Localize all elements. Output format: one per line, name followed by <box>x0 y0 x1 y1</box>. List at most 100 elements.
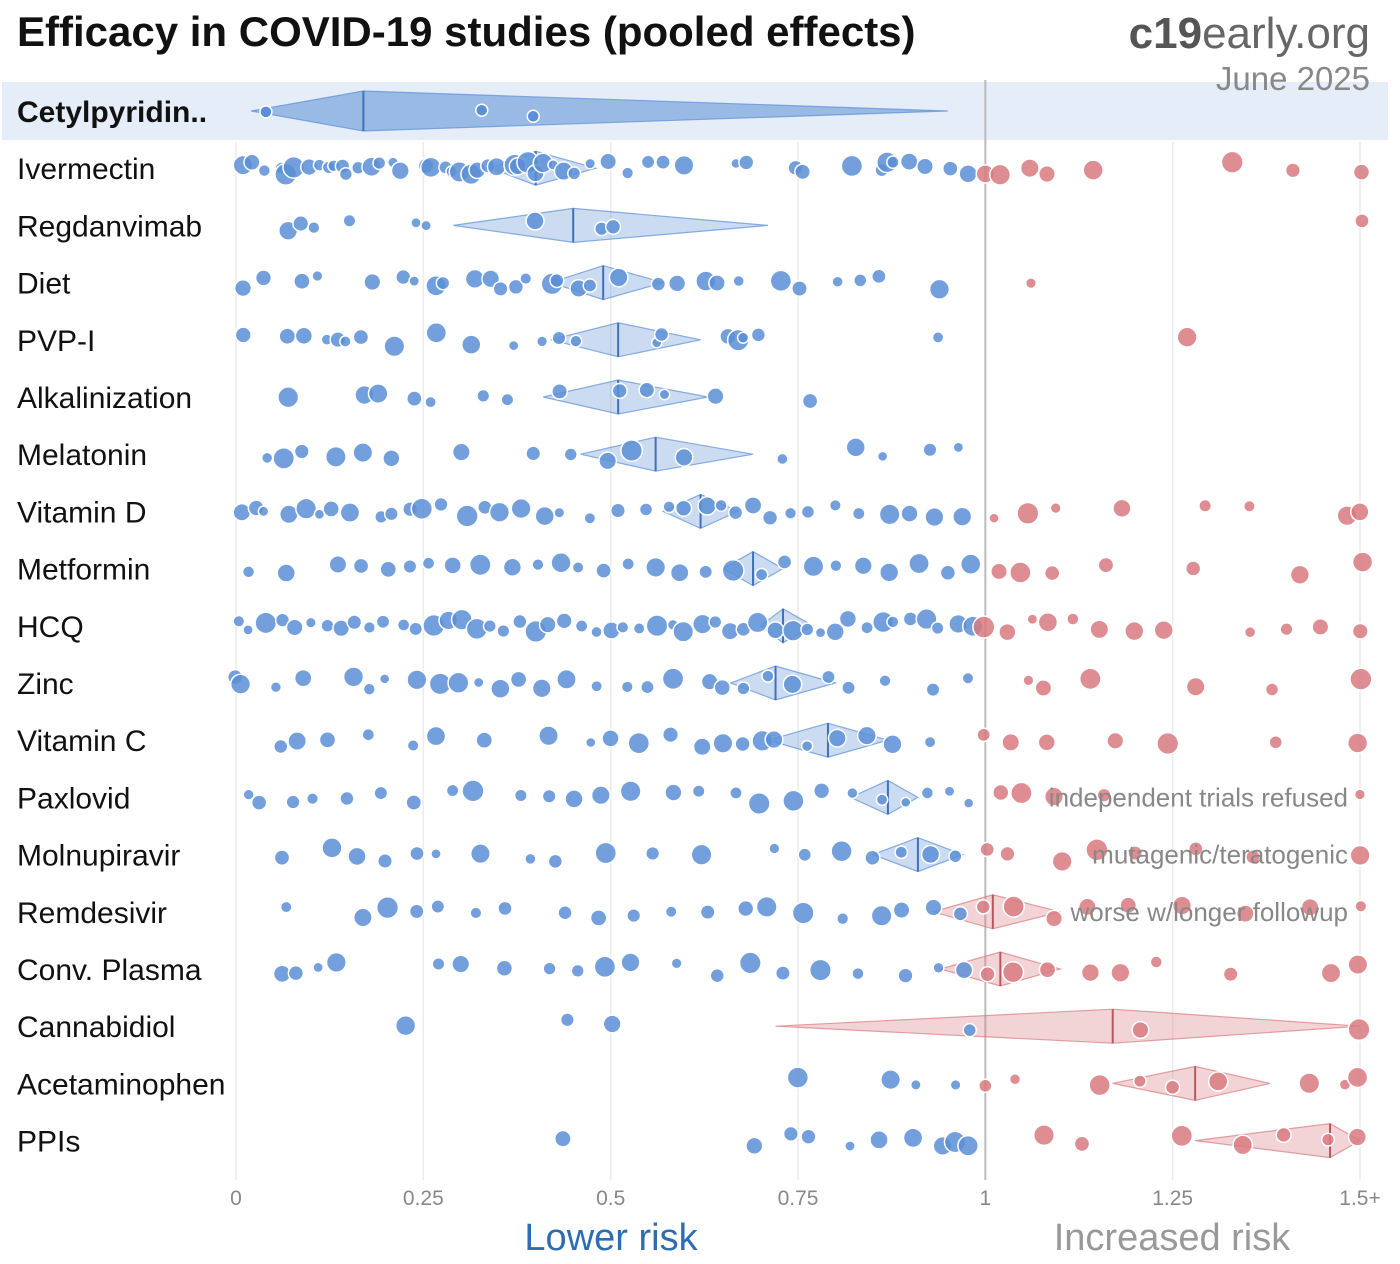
study-point <box>513 788 528 803</box>
study-point <box>755 895 778 918</box>
study-point <box>320 618 335 633</box>
study-point <box>876 450 889 463</box>
pooled-ci-diamond <box>930 894 1061 930</box>
study-point <box>242 788 255 801</box>
row-label: Ivermectin <box>17 153 155 186</box>
pooled-ci-diamond <box>250 90 948 132</box>
study-point <box>375 614 391 630</box>
study-point <box>769 269 793 293</box>
study-point <box>1119 896 1138 915</box>
study-point <box>988 512 1000 524</box>
study-point <box>1222 966 1239 983</box>
study-point <box>410 216 422 229</box>
study-point <box>662 500 676 514</box>
study-point <box>736 681 751 696</box>
pooled-ci-diamond <box>548 264 666 301</box>
study-point <box>860 620 874 635</box>
study-point <box>1351 551 1374 573</box>
study-point <box>783 506 798 520</box>
row-pvp-i: PVP-I <box>17 322 1198 358</box>
study-point <box>869 1130 889 1150</box>
grid-lines <box>235 80 1361 1180</box>
study-point <box>999 845 1016 863</box>
study-point <box>952 906 969 922</box>
study-point <box>661 726 680 744</box>
lower-risk-label: Lower risk <box>524 1217 698 1259</box>
study-point <box>620 439 644 463</box>
study-point <box>998 622 1017 642</box>
study-point <box>551 330 567 346</box>
study-point <box>669 562 690 583</box>
study-point <box>425 322 448 344</box>
study-point <box>690 843 713 866</box>
study-point <box>667 274 687 293</box>
study-point <box>259 105 273 119</box>
study-point <box>830 840 853 863</box>
study-point <box>672 620 695 643</box>
study-point <box>761 509 779 526</box>
study-point <box>924 507 945 528</box>
study-point <box>1289 564 1311 585</box>
study-point <box>959 553 982 575</box>
study-point <box>294 326 314 346</box>
study-point <box>958 164 978 184</box>
study-point <box>269 681 283 694</box>
study-point <box>782 789 805 813</box>
study-point <box>1082 159 1104 181</box>
study-point <box>367 383 389 404</box>
study-point <box>486 156 507 177</box>
row-hcq: HCQ <box>17 608 1369 644</box>
study-point <box>841 680 856 696</box>
study-point <box>846 786 859 800</box>
study-point <box>424 395 437 409</box>
study-point <box>645 845 661 862</box>
study-point <box>402 559 418 575</box>
study-point <box>1085 838 1109 862</box>
study-point <box>241 565 256 579</box>
study-point <box>242 623 254 636</box>
study-point <box>601 729 620 748</box>
study-point <box>1245 849 1261 865</box>
row-ivermectin: Ivermectin <box>17 150 1371 186</box>
study-point <box>304 616 317 629</box>
study-point <box>538 615 557 634</box>
study-point <box>285 618 304 637</box>
study-point <box>526 109 540 124</box>
pooled-ci-diamond <box>543 379 709 415</box>
study-point <box>430 847 442 860</box>
study-point <box>1353 788 1367 801</box>
study-point <box>1026 613 1039 626</box>
study-point <box>621 166 635 180</box>
study-point <box>1009 561 1032 584</box>
study-point <box>1001 732 1021 752</box>
study-point <box>989 163 1012 186</box>
study-point <box>538 725 559 747</box>
brand-logo[interactable]: c19early.org <box>1129 9 1370 58</box>
study-point <box>557 905 573 921</box>
study-point <box>293 443 310 460</box>
study-point <box>1264 682 1280 697</box>
study-point <box>609 502 626 519</box>
study-point <box>604 218 622 235</box>
study-point <box>1153 619 1174 641</box>
study-point <box>1351 622 1369 640</box>
study-point <box>627 731 651 755</box>
study-point <box>620 952 641 973</box>
row-label: Vitamin D <box>17 496 147 529</box>
study-point <box>979 966 996 983</box>
study-point <box>978 1078 993 1094</box>
study-point <box>737 899 755 918</box>
study-point <box>594 841 618 865</box>
study-point <box>1347 1127 1368 1147</box>
study-point <box>1349 844 1371 866</box>
row-melatonin: Melatonin <box>17 436 965 472</box>
study-point <box>1022 674 1035 687</box>
study-point <box>1207 1071 1229 1092</box>
study-point <box>782 1125 800 1142</box>
study-point <box>274 612 291 628</box>
row-conv-plasma: Conv. Plasma <box>17 951 1369 987</box>
row-label: Cetylpyridin.. <box>17 96 207 129</box>
study-point <box>406 669 428 691</box>
study-point <box>691 784 706 799</box>
